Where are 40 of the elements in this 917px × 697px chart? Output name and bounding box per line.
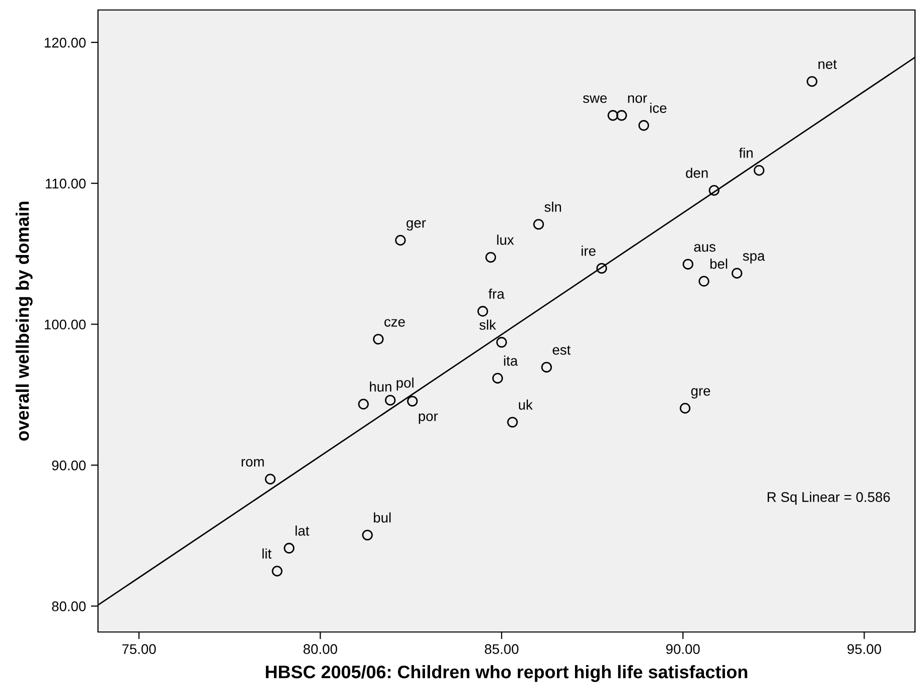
data-label: net	[818, 60, 837, 69]
y-axis-title: overall wellbeing by domain	[16, 202, 33, 441]
y-tick-label: 80.00	[52, 601, 86, 612]
data-label: por	[418, 413, 438, 424]
data-label: lit	[262, 548, 272, 559]
data-label: nor	[628, 95, 648, 103]
y-tick-label: 110.00	[46, 178, 86, 188]
data-label: lux	[497, 234, 514, 245]
data-label: ire	[582, 246, 596, 256]
data-label: den	[686, 168, 708, 178]
data-label: lat	[296, 525, 310, 536]
x-tick-label: 75.00	[122, 644, 156, 654]
data-label: fin	[739, 148, 753, 158]
data-label: rom	[242, 459, 264, 467]
x-tick-label: 95.00	[848, 644, 882, 654]
data-label: cze	[384, 319, 405, 327]
annotation: R Sq Linear = 0.586	[768, 492, 890, 505]
data-label: spa	[742, 253, 765, 264]
data-label: sln	[544, 202, 561, 212]
data-label: bul	[374, 512, 391, 523]
data-label: ita	[504, 356, 518, 366]
y-tick-label: 100.00	[44, 320, 86, 330]
data-label: gre	[691, 388, 710, 399]
data-label: uk	[518, 400, 533, 410]
data-label: est	[552, 346, 571, 355]
y-tick-label: 120.00	[44, 38, 86, 48]
x-tick-label: 85.00	[484, 644, 518, 654]
y-tick-label: 90.00	[52, 460, 86, 470]
data-label: ger	[406, 220, 426, 231]
x-tick-label: 80.00	[304, 644, 338, 654]
x-axis-title: HBSC 2005/06: Children who report high life satisfaction	[266, 665, 748, 682]
data-label: swe	[583, 95, 607, 103]
data-label: pol	[396, 378, 414, 390]
data-label: ice	[650, 102, 666, 113]
data-label: hun	[370, 381, 392, 392]
x-tick-label: 90.00	[666, 644, 700, 654]
data-label: aus	[694, 244, 716, 252]
data-label: bel	[710, 258, 728, 269]
data-label: fra	[488, 288, 505, 299]
data-label: slk	[479, 320, 496, 330]
